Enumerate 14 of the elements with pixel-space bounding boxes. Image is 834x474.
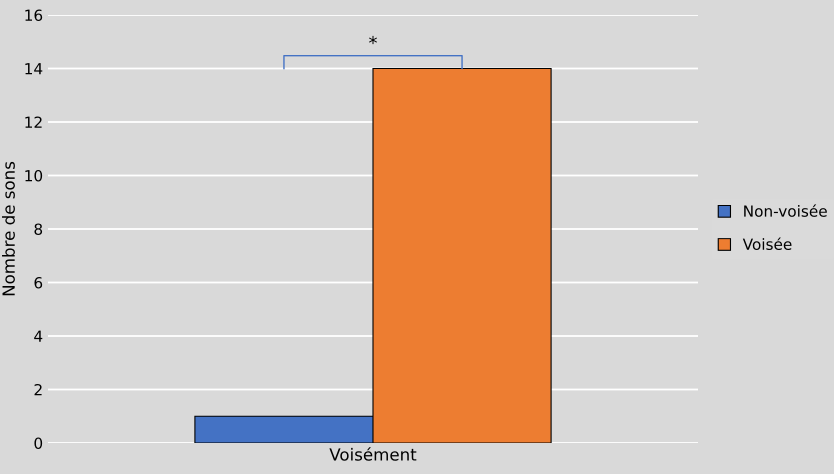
y-tick-label: 10 [25,170,42,182]
y-tick-label: 0 [34,437,42,450]
legend-label: Voisée [742,238,792,250]
legend-label: Non-voisée [744,204,827,217]
y-tick-label: 8 [34,223,42,236]
y-tick-label: 14 [25,63,42,74]
y-tick-label: 16 [25,9,42,22]
annotation: * [369,36,377,44]
y-tick-label: 2 [34,384,42,396]
y-tick-label: 12 [25,116,42,128]
y-tick-label: 4 [34,330,42,342]
y-tick-label: 6 [34,276,42,289]
y-axis-title: Nombre de sons [2,162,15,296]
x-tick-label: Voisément [329,447,416,461]
